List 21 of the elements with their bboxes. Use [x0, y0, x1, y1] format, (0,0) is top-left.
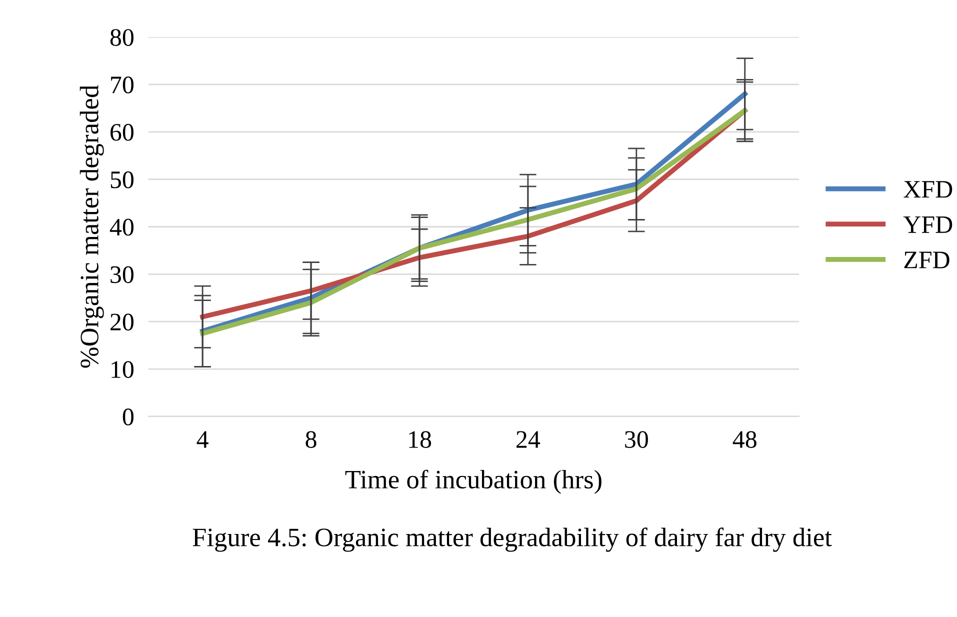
y-axis-title: %Organic matter degraded [80, 85, 104, 368]
x-axis-title: Time of incubation (hrs) [345, 470, 602, 494]
x-tick-label: 4 [196, 431, 208, 448]
legend-label: YFD [903, 216, 952, 233]
x-tick-label: 18 [409, 431, 432, 448]
y-tick-label: 0 [122, 408, 134, 426]
y-tick-label: 10 [112, 361, 134, 378]
y-tick-label: 60 [110, 124, 134, 141]
y-tick-label: 70 [111, 76, 134, 94]
y-tick-label: 30 [110, 266, 134, 284]
x-tick-label: 48 [732, 431, 756, 448]
y-tick-label: 50 [110, 171, 134, 188]
legend-label: XFD [904, 181, 952, 198]
x-tick-label: 30 [625, 431, 648, 448]
x-tick-label: 8 [306, 431, 316, 448]
y-tick-label: 20 [110, 314, 134, 331]
legend-label: ZFD [904, 252, 950, 268]
caption: Figure 4.5: Organic matter degradability of dairy far dry diet [192, 528, 832, 552]
y-tick-label: 80 [110, 29, 134, 46]
x-tick-label: 24 [516, 431, 540, 448]
y-tick-label: 40 [110, 218, 134, 236]
